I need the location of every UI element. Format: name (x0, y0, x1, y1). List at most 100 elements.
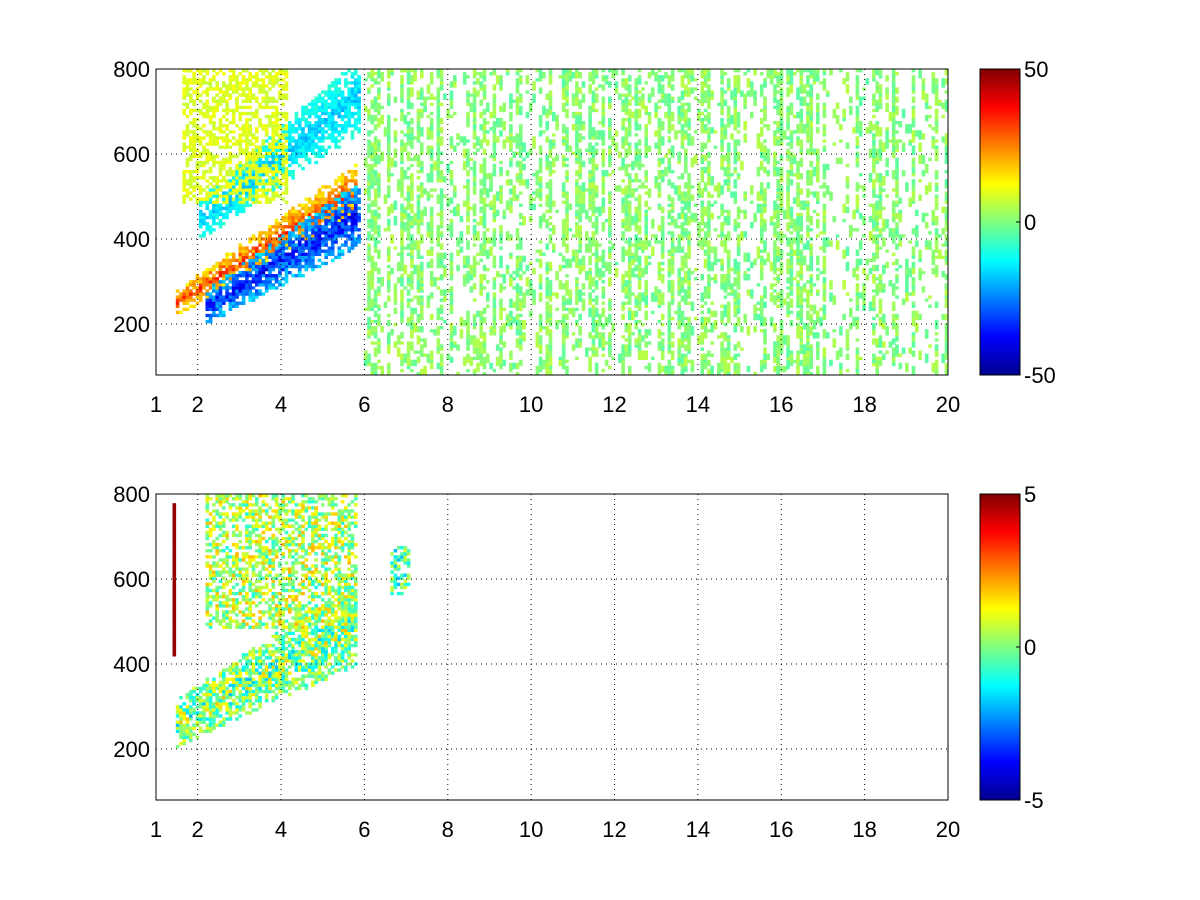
heatmap-cell (198, 108, 203, 113)
heatmap-cell (377, 225, 381, 229)
heatmap-cell (466, 335, 470, 339)
heatmap-cell (413, 295, 417, 299)
heatmap-cell (548, 298, 553, 302)
heatmap-cell (387, 179, 391, 183)
heatmap-cell (185, 298, 190, 302)
heatmap-cell (499, 188, 503, 192)
heatmap-cell (189, 182, 193, 186)
heatmap-cell (462, 277, 467, 281)
heatmap-cell (489, 72, 493, 76)
heatmap-cell (472, 225, 477, 229)
heatmap-cell (400, 151, 404, 155)
heatmap-cell (255, 111, 259, 116)
heatmap-cell (327, 105, 332, 110)
heatmap-cell (538, 362, 543, 367)
heatmap-cell (459, 215, 464, 220)
heatmap-cell (370, 215, 375, 220)
heatmap-cell (515, 111, 520, 116)
heatmap-cell (406, 212, 411, 217)
heatmap-cell (301, 246, 305, 250)
heatmap-cell (225, 267, 229, 272)
heatmap-cell (271, 243, 276, 247)
heatmap-cell (406, 102, 411, 107)
heatmap-cell (225, 261, 229, 266)
heatmap-cell (228, 151, 233, 155)
heatmap-cell (482, 310, 487, 315)
heatmap-cell (383, 228, 388, 232)
heatmap-cell (456, 209, 460, 214)
heatmap-cell (578, 215, 582, 220)
heatmap-cell (189, 111, 193, 116)
heatmap-cell (499, 169, 503, 174)
heatmap-cell (245, 261, 249, 266)
heatmap-cell (311, 237, 315, 241)
heatmap-cell (268, 166, 272, 171)
heatmap-cell (314, 102, 318, 107)
heatmap-cell (271, 194, 276, 198)
heatmap-cell (189, 96, 193, 100)
heatmap-cell (403, 69, 408, 73)
heatmap-cell (581, 206, 586, 211)
heatmap-cell (225, 286, 229, 290)
heatmap-cell (522, 148, 526, 152)
heatmap-cell (565, 69, 569, 73)
heatmap-cell (538, 261, 543, 266)
heatmap-cell (307, 237, 312, 241)
heatmap-cell (347, 69, 351, 73)
heatmap-cell (373, 246, 378, 250)
heatmap-cell (185, 169, 190, 174)
heatmap-cell (472, 111, 477, 116)
heatmap-cell (198, 84, 203, 88)
heatmap-cell (238, 203, 243, 207)
heatmap-cell (403, 222, 408, 226)
heatmap-cell (215, 264, 219, 269)
heatmap-cell (330, 206, 335, 211)
heatmap-cell (449, 252, 454, 256)
heatmap-cell (344, 96, 348, 100)
heatmap-cell (222, 286, 226, 290)
heatmap-cell (436, 151, 441, 155)
heatmap-cell (228, 209, 233, 214)
heatmap-cell (274, 72, 279, 76)
heatmap-cell (492, 133, 497, 137)
heatmap-cell (212, 121, 216, 125)
heatmap-cell (228, 203, 233, 207)
heatmap-cell (370, 274, 375, 278)
heatmap-cell (311, 148, 315, 152)
heatmap-cell (311, 130, 315, 134)
heatmap-cell (370, 307, 375, 312)
heatmap-cell (182, 182, 186, 186)
heatmap-cell (261, 179, 266, 183)
heatmap-cell (466, 160, 470, 165)
heatmap-cell (251, 267, 256, 272)
heatmap-cell (545, 218, 549, 223)
heatmap-cell (476, 142, 480, 146)
heatmap-cell (185, 133, 190, 137)
heatmap-cell (575, 72, 579, 76)
heatmap-cell (205, 185, 210, 189)
heatmap-cell (439, 246, 444, 250)
heatmap-cell (218, 188, 223, 192)
heatmap-cell (337, 133, 342, 137)
heatmap-cell (301, 145, 305, 149)
heatmap-cell (205, 295, 210, 299)
heatmap-cell (261, 243, 266, 247)
heatmap-cell (426, 353, 431, 357)
heatmap-cell (324, 203, 328, 207)
heatmap-cell (492, 212, 497, 217)
heatmap-cell (261, 105, 266, 110)
heatmap-cell (337, 90, 342, 94)
heatmap-cell (212, 301, 216, 305)
heatmap-cell (406, 93, 411, 97)
heatmap-cell (436, 225, 441, 229)
heatmap-cell (482, 332, 487, 336)
heatmap-cell (192, 99, 196, 103)
heatmap-cell (462, 274, 467, 278)
heatmap-cell (545, 111, 549, 116)
heatmap-cell (400, 307, 404, 312)
heatmap-cell (344, 215, 348, 220)
heatmap-cell (548, 295, 553, 299)
heatmap-cell (420, 289, 424, 293)
heatmap-cell (413, 359, 417, 364)
heatmap-cell (291, 261, 295, 266)
